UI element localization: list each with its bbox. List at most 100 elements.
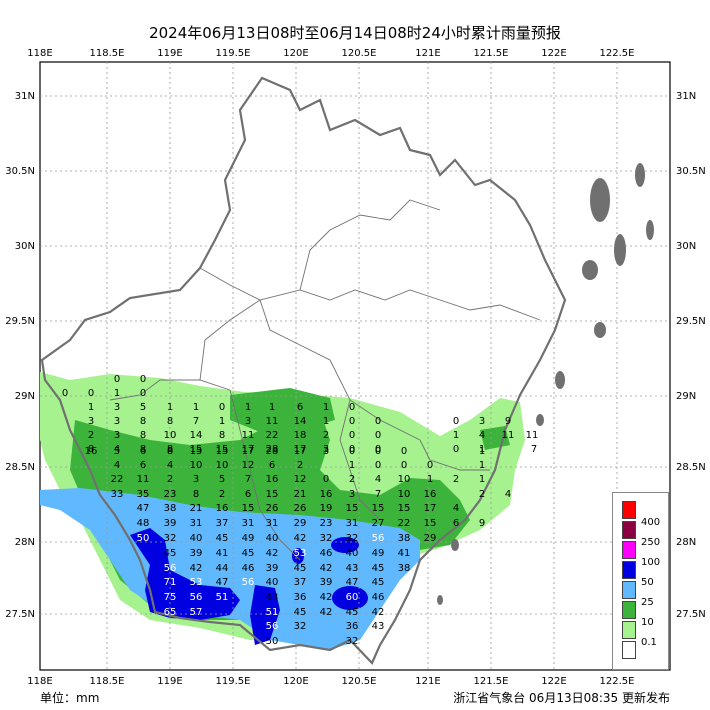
lon-tick-top: 119.5E — [216, 48, 251, 59]
station-value: 1 — [453, 430, 459, 441]
lon-tick-top: 118E — [27, 48, 52, 59]
station-value: 3 — [323, 446, 329, 457]
station-value: 45 — [242, 548, 255, 559]
legend-swatch — [622, 541, 636, 559]
station-value: 17 — [242, 446, 255, 457]
station-value: 0 — [453, 444, 459, 455]
station-value: 23 — [320, 518, 333, 529]
station-value: 4 — [114, 460, 120, 471]
station-value: 39 — [190, 548, 203, 559]
station-value: 15 — [372, 503, 385, 514]
station-value: 2 — [297, 460, 303, 471]
rain-area-blue-west — [130, 528, 240, 620]
station-value: 47 — [346, 577, 359, 588]
station-value: 15 — [190, 446, 203, 457]
station-value: 4 — [453, 503, 459, 514]
station-value: 38 — [398, 533, 411, 544]
station-value: 19 — [320, 503, 333, 514]
station-value: 40 — [346, 548, 359, 559]
station-value: 8 — [167, 416, 173, 427]
station-value: 47 — [137, 503, 150, 514]
station-value: 7 — [375, 489, 381, 500]
station-value: 1 — [479, 460, 485, 471]
station-value: 32 — [164, 533, 177, 544]
legend-swatch — [622, 621, 636, 639]
station-value: 56 — [190, 592, 203, 603]
station-value: 1 — [193, 402, 199, 413]
station-value: 1 — [245, 402, 251, 413]
station-value: 3 — [88, 416, 94, 427]
station-value: 53 — [190, 577, 203, 588]
station-value: 21 — [294, 489, 307, 500]
station-value: 0 — [427, 460, 433, 471]
station-value: 3 — [479, 416, 485, 427]
lat-tick-right: 29.5N — [676, 316, 706, 327]
station-value: 3 — [114, 430, 120, 441]
station-value: 1 — [323, 416, 329, 427]
station-value: 0 — [375, 444, 381, 455]
station-value: 10 — [190, 460, 203, 471]
station-value: 6 — [245, 489, 251, 500]
station-value: 0 — [140, 374, 146, 385]
station-value: 4 — [375, 474, 381, 485]
station-value: 37 — [216, 518, 229, 529]
station-value: 6 — [297, 402, 303, 413]
station-value: 42 — [320, 563, 333, 574]
station-value: 2 — [323, 430, 329, 441]
station-value: 0 — [219, 402, 225, 413]
station-value: 31 — [266, 518, 279, 529]
station-value: 8 — [88, 444, 94, 455]
station-value: 15 — [424, 518, 437, 529]
station-value: 2 — [219, 489, 225, 500]
station-value: 17 — [294, 446, 307, 457]
station-value: 0 — [375, 460, 381, 471]
lat-tick-right: 28.5N — [676, 462, 706, 473]
station-value: 11 — [502, 430, 515, 441]
station-value: 6 — [269, 460, 275, 471]
station-value: 35 — [137, 489, 150, 500]
station-value: 3 — [193, 474, 199, 485]
lat-tick-right: 27.5N — [676, 609, 706, 620]
station-value: 42 — [320, 607, 333, 618]
rain-area-blue-dot — [292, 548, 304, 564]
lat-tick-left: 29N — [15, 391, 35, 402]
lon-tick-top: 122.5E — [600, 48, 635, 59]
lat-tick-right: 30N — [676, 241, 696, 252]
station-value: 5 — [219, 474, 225, 485]
lat-tick-right: 30.5N — [676, 166, 706, 177]
station-value: 12 — [294, 474, 307, 485]
station-value: 9 — [505, 416, 511, 427]
station-value: 29 — [294, 518, 307, 529]
station-value: 21 — [190, 503, 203, 514]
station-value: 6 — [453, 518, 459, 529]
station-value: 0 — [375, 430, 381, 441]
unit-label: 单位：mm — [40, 691, 100, 705]
legend-swatch — [622, 501, 636, 519]
station-value: 27 — [372, 518, 385, 529]
station-value: 23 — [164, 489, 177, 500]
legend-swatch — [622, 641, 636, 659]
station-value: 53 — [294, 548, 307, 559]
station-value: 10 — [164, 430, 177, 441]
station-value: 32 — [320, 533, 333, 544]
station-value: 15 — [346, 503, 359, 514]
rain-area-blue-center — [250, 585, 280, 645]
station-value: 41 — [398, 548, 411, 559]
station-value: 18 — [294, 430, 307, 441]
station-value: 16 — [85, 446, 98, 457]
station-value: 42 — [294, 533, 307, 544]
station-value: 45 — [346, 607, 359, 618]
station-value: 50 — [137, 533, 150, 544]
station-value: 17 — [424, 503, 437, 514]
lon-tick-top: 118.5E — [90, 48, 125, 59]
station-value: 1 — [427, 474, 433, 485]
station-value: 0 — [140, 388, 146, 399]
station-value: 8 — [167, 444, 173, 455]
station-value: 4 — [479, 430, 485, 441]
station-value: 42 — [190, 563, 203, 574]
station-value: 46 — [242, 563, 255, 574]
station-value: 0 — [349, 402, 355, 413]
station-value: 3 — [114, 416, 120, 427]
station-value: 41 — [216, 548, 229, 559]
station-value: 0 — [375, 446, 381, 457]
